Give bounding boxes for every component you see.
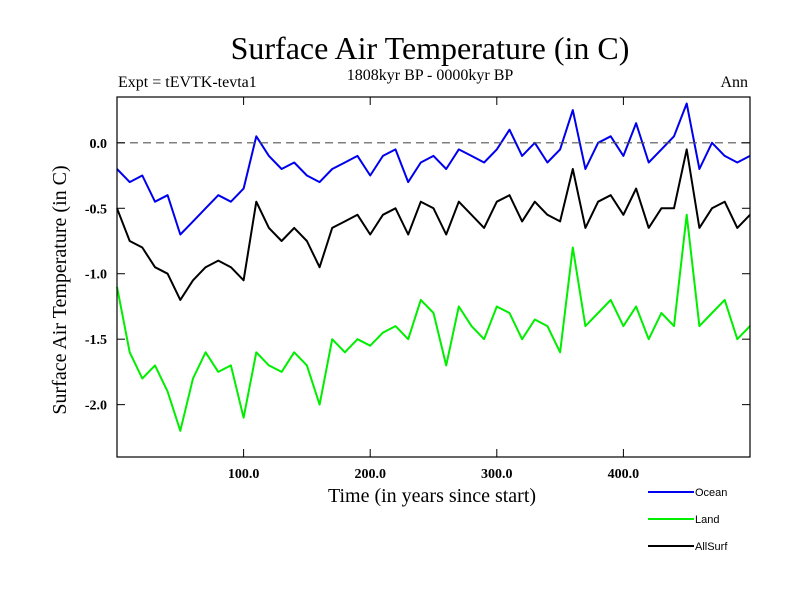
series-line-ocean (116, 102, 751, 236)
series-line-allsurf (116, 148, 751, 301)
legend-label-land: Land (695, 514, 719, 526)
season-label: Ann (720, 74, 748, 91)
y-axis-label: Surface Air Temperature (in C) (49, 165, 71, 414)
chart-title: Surface Air Temperature (in C) (231, 30, 630, 66)
y-tick-label: -0.5 (85, 202, 107, 217)
x-tick-label: 400.0 (608, 467, 640, 482)
y-tick-label: -1.0 (85, 268, 107, 283)
legend: Ocean Land AllSurf (648, 487, 728, 553)
x-tick-label: 200.0 (354, 467, 386, 482)
x-axis-label: Time (in years since start) (328, 485, 536, 507)
ticks-layer: 100.0 200.0 300.0 400.0 0.0 -0.5 -1.0 -1.5 -2.0 (85, 97, 750, 482)
series-line-land (116, 213, 751, 432)
y-tick-label: 0.0 (90, 137, 108, 152)
y-tick-label: -2.0 (85, 399, 107, 414)
series-layer (116, 102, 751, 432)
legend-label-ocean: Ocean (695, 487, 727, 499)
legend-label-allsurf: AllSurf (695, 541, 728, 553)
period-label: 1808kyr BP - 0000kyr BP (347, 67, 514, 84)
y-tick-label: -1.5 (85, 333, 107, 348)
experiment-label: Expt = tEVTK-tevta1 (118, 74, 257, 91)
x-tick-label: 300.0 (481, 467, 513, 482)
plot-frame (116, 96, 751, 458)
x-tick-label: 100.0 (228, 467, 260, 482)
